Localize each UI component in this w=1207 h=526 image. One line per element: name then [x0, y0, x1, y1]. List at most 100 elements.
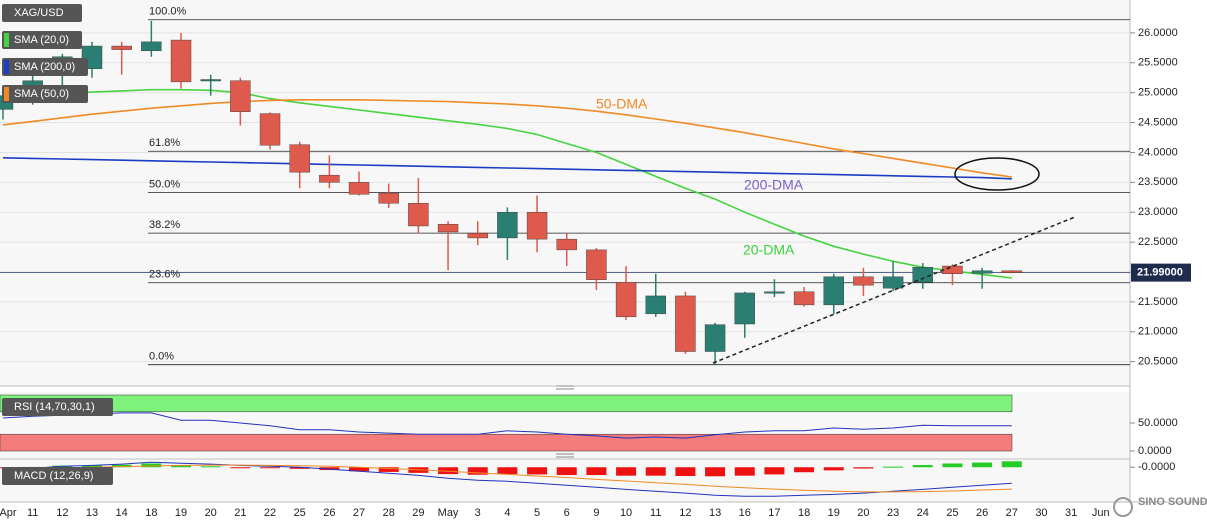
macd-histogram [497, 467, 518, 475]
sma-line [2, 157, 1012, 180]
dma-annotation: 50-DMA [596, 96, 648, 112]
y-tick-label: 23.0000 [1138, 206, 1178, 218]
x-tick-label: 11 [27, 507, 38, 519]
legend-entry-marker [4, 33, 9, 47]
macd-histogram [230, 467, 251, 469]
x-tick-label: 25 [294, 507, 306, 519]
macd-histogram [1001, 461, 1022, 468]
x-tick-label: 16 [739, 507, 751, 519]
highlight-ellipse [954, 157, 1040, 191]
x-tick-label: 3 [475, 507, 481, 519]
x-tick-label: 28 [383, 507, 395, 519]
y-tick-label: 26.0000 [1138, 27, 1178, 39]
macd-histogram [912, 465, 933, 468]
x-tick-label: 27 [353, 507, 365, 519]
macd-histogram [171, 465, 192, 468]
macd-line [2, 461, 1012, 497]
fib-label: 23.6% [149, 269, 180, 281]
y-tick-label: -0.0000 [1138, 461, 1175, 473]
y-tick-label: 50.0000 [1138, 417, 1178, 429]
candle-body [437, 223, 459, 233]
x-tick-label: 12 [56, 507, 68, 519]
x-tick-label: 22 [264, 507, 276, 519]
x-tick-label: 4 [504, 507, 510, 519]
macd-histogram [527, 467, 548, 475]
candle-body [734, 292, 755, 325]
candle-body [497, 212, 518, 239]
y-tick-label: 0.0000 [1138, 445, 1172, 457]
dma-annotation: 200-DMA [744, 177, 804, 193]
rsi-band [0, 433, 1013, 452]
candle-body [348, 182, 370, 195]
symbol-label: XAG/USD [14, 7, 64, 19]
fib-label: 100.0% [149, 6, 187, 18]
chart-layer: Apr 11 12 13 14 18 19 20 21 22 25 26 27 28 29 May 3 4 5 6 9 1… [0, 4, 1191, 519]
macd-histogram [883, 466, 904, 468]
macd-histogram [200, 466, 221, 468]
x-tick-label: 31 [1065, 507, 1077, 519]
macd-histogram [438, 467, 459, 475]
macd-histogram [942, 463, 963, 468]
legend-entry-box [2, 85, 88, 103]
candle-body [289, 144, 310, 173]
y-tick-label: 25.0000 [1138, 87, 1178, 99]
x-tick-label: 11 [650, 507, 661, 519]
y-tick-label: 21.0000 [1138, 326, 1178, 338]
fib-label: 61.8% [149, 137, 180, 149]
x-tick-label: 13 [86, 507, 98, 519]
x-tick-label: 6 [564, 507, 570, 519]
sma-line [2, 88, 1012, 279]
legend-entry-marker [4, 87, 9, 101]
candle-body [230, 80, 251, 112]
x-tick-label: 20 [205, 507, 217, 519]
x-tick-label: 17 [768, 507, 780, 519]
dma-annotation: 20-DMA [743, 242, 795, 258]
last-price-label: 21.99000 [1137, 267, 1183, 279]
candle-body [408, 203, 429, 227]
x-tick-label: 14 [116, 507, 128, 519]
x-tick-label: 18 [798, 507, 810, 519]
candle-body [467, 232, 488, 239]
legend-entry: SMA (200,0) [14, 61, 75, 73]
x-tick-label: 21 [234, 507, 246, 519]
candle-body [912, 267, 933, 283]
macd-histogram [675, 467, 696, 476]
symbol-label-box [2, 4, 82, 22]
macd-histogram [705, 467, 726, 477]
legend-entry-box [2, 31, 82, 49]
macd-histogram [734, 467, 755, 476]
macd-histogram [823, 467, 844, 471]
trend-line [712, 216, 1076, 364]
x-tick-label: 26 [976, 507, 988, 519]
rsi-line [2, 412, 1012, 439]
candle-body [942, 265, 963, 275]
macd-histogram [764, 467, 785, 475]
x-tick-label: 20 [857, 507, 869, 519]
macd-histogram [972, 462, 993, 468]
legend-entry: SMA (50,0) [14, 88, 69, 100]
candle-body [526, 212, 548, 240]
fib-label: 0.0% [149, 351, 174, 363]
x-tick-label: 23 [887, 507, 899, 519]
candle-body [882, 276, 904, 289]
macd-histogram [645, 467, 666, 476]
candle-body [200, 79, 221, 82]
x-tick-label: 5 [534, 507, 540, 519]
y-tick-label: 21.5000 [1138, 296, 1178, 308]
legend-entry: SMA (20,0) [14, 34, 69, 46]
candle-body [1001, 270, 1022, 273]
watermark-logo [1113, 497, 1133, 517]
x-tick-label: 26 [323, 507, 335, 519]
macd-histogram [586, 467, 607, 476]
candle-body [141, 41, 162, 52]
macd-histogram [853, 467, 874, 469]
x-tick-label: 19 [828, 507, 840, 519]
panel-title-box [2, 398, 113, 416]
x-tick-label: 10 [620, 507, 632, 519]
macd-histogram [794, 467, 815, 473]
macd-histogram [467, 467, 488, 475]
panel-title-box [2, 467, 113, 485]
macd-histogram [141, 463, 162, 468]
x-tick-label: 29 [412, 507, 424, 519]
